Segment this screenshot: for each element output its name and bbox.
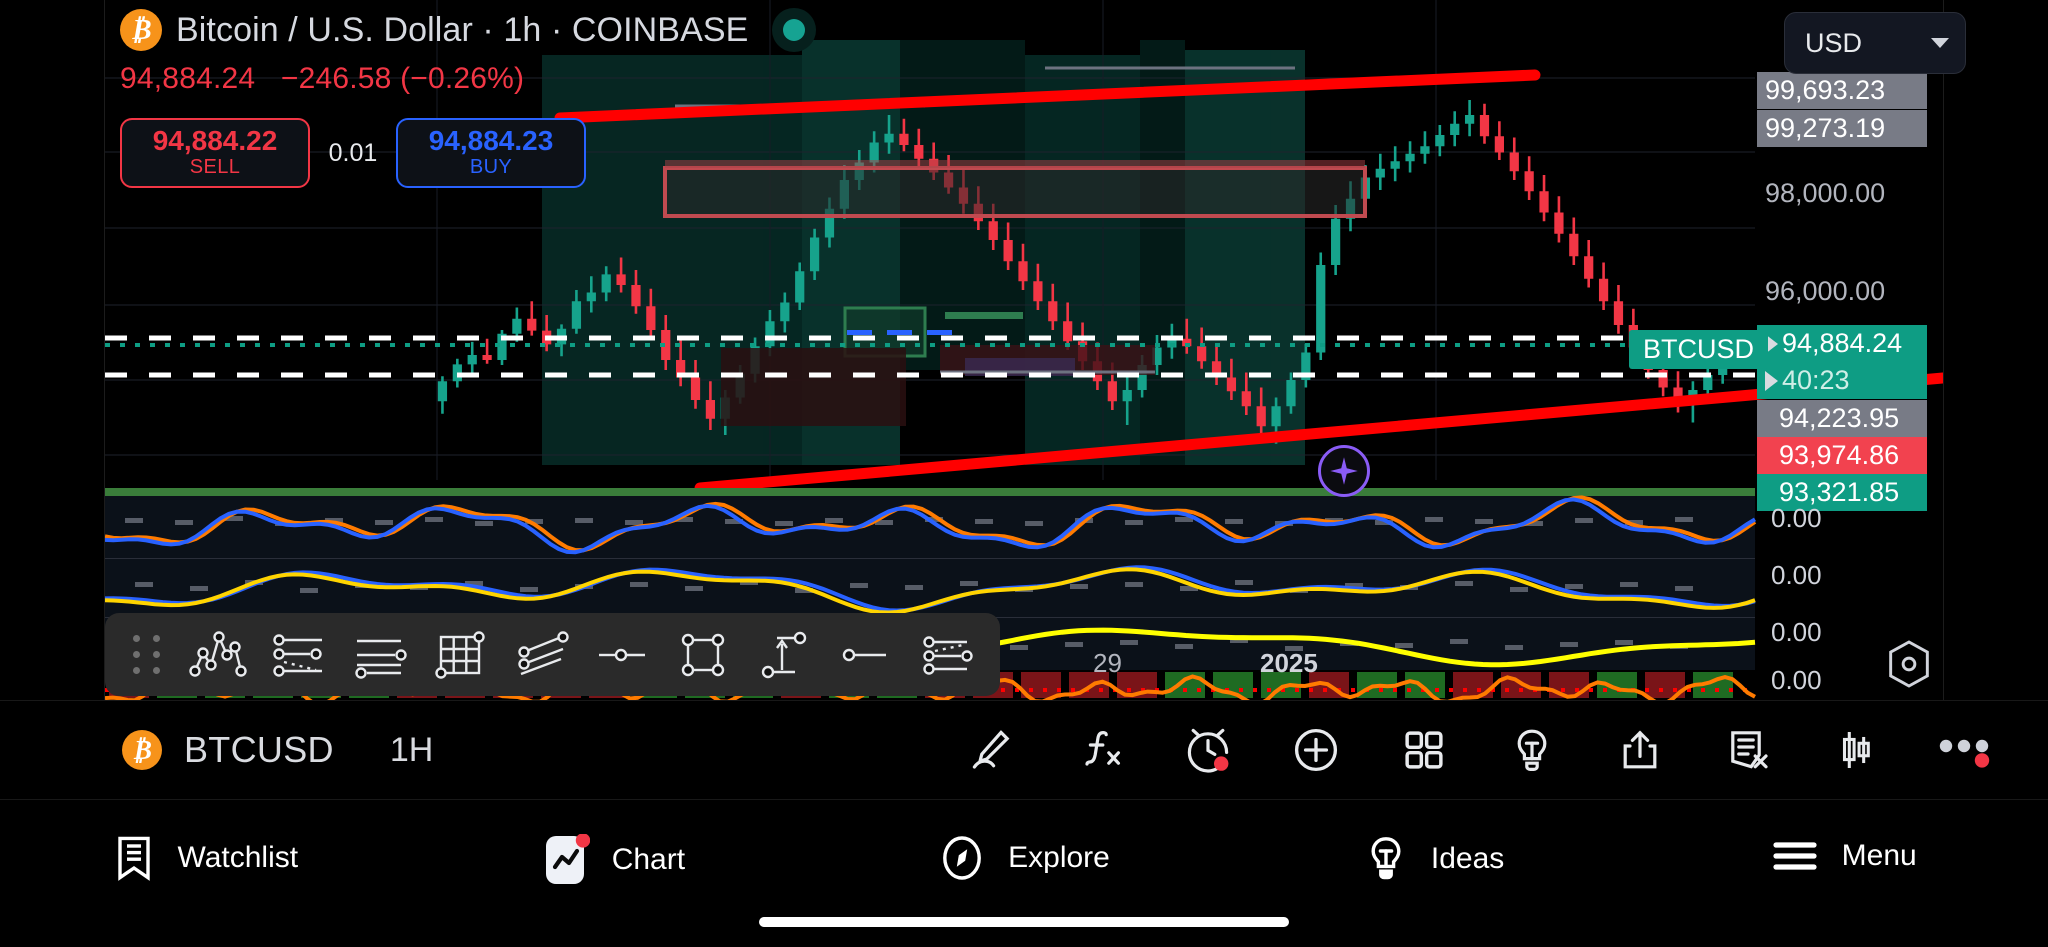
- legend-change: −246.58 (−0.26%): [280, 62, 525, 95]
- lower-zone-rects: [721, 345, 1155, 426]
- share-upload-icon[interactable]: [1586, 700, 1694, 800]
- buy-button[interactable]: 94,884.23 BUY: [396, 118, 586, 188]
- chart-toolbar: ₿ BTCUSD 1H: [0, 700, 2048, 800]
- horizontal-ray-icon[interactable]: [824, 619, 905, 691]
- price-tag-99693: 99,693.23: [1757, 72, 1927, 109]
- lightbulb-icon: [1371, 837, 1401, 880]
- symbol-badge: BTCUSD: [1629, 330, 1769, 369]
- buy-price: 94,884.23: [428, 124, 554, 156]
- price-tag-99273: 99,273.19: [1757, 110, 1927, 147]
- price-chart-canvas[interactable]: [105, 0, 1943, 700]
- alert-clock-icon[interactable]: [1154, 700, 1262, 800]
- bottom-nav: Watchlist Chart Explore: [0, 800, 2048, 947]
- nav-label-ideas: Ideas: [1430, 842, 1505, 875]
- drag-dots-handle[interactable]: [133, 635, 164, 674]
- candlestick-icon[interactable]: [1802, 700, 1910, 800]
- ray-point-icon[interactable]: [582, 619, 663, 691]
- time-label-2025: 2025: [1260, 648, 1318, 678]
- layout-grid-icon[interactable]: [1370, 700, 1478, 800]
- time-label-29: 29: [1093, 648, 1122, 678]
- nav-label-explore: Explore: [1008, 841, 1110, 874]
- nav-item-explore[interactable]: Explore: [819, 800, 1229, 882]
- nav-item-watchlist[interactable]: Watchlist: [0, 800, 410, 882]
- add-plus-icon[interactable]: [1262, 700, 1370, 800]
- green-marker-line: [945, 312, 1023, 319]
- left-gutter: [0, 0, 105, 700]
- home-indicator: [759, 917, 1289, 927]
- draw-pencil-icon[interactable]: [938, 700, 1046, 800]
- price-tick-98000: 98,000.00: [1765, 178, 1886, 208]
- sparkle-icon[interactable]: [1318, 445, 1370, 497]
- bitcoin-icon: ₿: [120, 9, 162, 51]
- indicators-fx-icon[interactable]: [1046, 700, 1154, 800]
- sell-button[interactable]: 94,884.22 SELL: [120, 118, 310, 188]
- price-change-readout: 94,884.24 −246.58 (−0.26%): [120, 62, 816, 96]
- timeframe-button[interactable]: 1H: [389, 730, 434, 769]
- pattern-lines-icon[interactable]: [905, 619, 986, 691]
- rectangle-icon[interactable]: [663, 619, 744, 691]
- horizontal-lines-icon[interactable]: [340, 619, 421, 691]
- drawing-toolbar[interactable]: [105, 613, 1000, 696]
- gann-box-icon[interactable]: [420, 619, 501, 691]
- long-position-icon[interactable]: [744, 619, 825, 691]
- nav-label-watchlist: Watchlist: [177, 841, 299, 874]
- nav-label-chart: Chart: [611, 843, 686, 876]
- blue-order-lines: [847, 330, 952, 335]
- price-tag-93974: 93,974.86: [1757, 437, 1927, 474]
- parallel-channel-icon[interactable]: [501, 619, 582, 691]
- bar-countdown-tag: 40:23: [1757, 362, 1927, 399]
- elliott-wave-icon[interactable]: [178, 619, 259, 691]
- price-tag-94223: 94,223.95: [1757, 400, 1927, 437]
- oscillator-1-slow: [105, 497, 1757, 555]
- pane-value-3: 0.00: [1771, 617, 1822, 647]
- trend-lines-icon[interactable]: [259, 619, 340, 691]
- trendline-support[interactable]: [694, 372, 1943, 494]
- chart-line-icon: [544, 834, 590, 886]
- price-tag-93321: 93,321.85: [1757, 474, 1927, 511]
- nav-label-menu: Menu: [1841, 839, 1917, 872]
- pane-value-2: 0.00: [1771, 560, 1822, 590]
- buy-label: BUY: [469, 156, 513, 179]
- price-scale[interactable]: 99,693.23 99,273.19 98,000.00 96,000.00 …: [1755, 0, 1943, 700]
- nav-item-menu[interactable]: Menu: [1638, 800, 2048, 878]
- page-title[interactable]: Bitcoin / U.S. Dollar · 1h · COINBASE: [176, 10, 749, 49]
- bookmark-list-icon: [117, 836, 150, 881]
- quantity-value[interactable]: 0.01: [328, 138, 378, 167]
- bitcoin-icon: ₿: [122, 730, 162, 770]
- notes-remove-icon[interactable]: [1694, 700, 1802, 800]
- pane-value-1: 0.00: [1771, 503, 1822, 533]
- trendline-resistance[interactable]: [554, 69, 1541, 124]
- nav-item-chart[interactable]: Chart: [410, 800, 820, 886]
- chevron-down-icon: [1931, 38, 1949, 48]
- nav-item-ideas[interactable]: Ideas: [1229, 800, 1639, 884]
- compass-icon: [943, 836, 982, 880]
- order-panel: 94,884.22 SELL 0.01 94,884.23 BUY: [120, 118, 586, 188]
- oscillator-2-fast: [105, 567, 1756, 615]
- more-dots-icon[interactable]: [1910, 700, 2018, 800]
- legend-last-price: 94,884.24: [120, 62, 256, 95]
- symbol-button[interactable]: BTCUSD: [184, 729, 334, 770]
- pane-value-4: 0.00: [1771, 665, 1822, 695]
- price-level-lines: [105, 335, 1755, 378]
- sell-price: 94,884.22: [152, 124, 278, 156]
- supply-zone-rect[interactable]: [663, 160, 1367, 218]
- market-open-dot-icon: [772, 8, 817, 52]
- currency-value: USD: [1805, 27, 1863, 58]
- current-price-tag: 94,884.24: [1757, 325, 1927, 362]
- chart-svg: [105, 0, 1943, 700]
- sell-label: SELL: [189, 156, 241, 179]
- chart-legend: ₿ Bitcoin / U.S. Dollar · 1h · COINBASE …: [120, 8, 817, 96]
- right-gutter: [1943, 0, 2048, 700]
- ideas-bulb-icon[interactable]: [1478, 700, 1586, 800]
- hamburger-icon: [1773, 842, 1817, 870]
- price-tick-96000: 96,000.00: [1765, 276, 1886, 306]
- gear-hexagon-icon[interactable]: [1887, 640, 1931, 688]
- currency-select[interactable]: USD: [1784, 12, 1966, 74]
